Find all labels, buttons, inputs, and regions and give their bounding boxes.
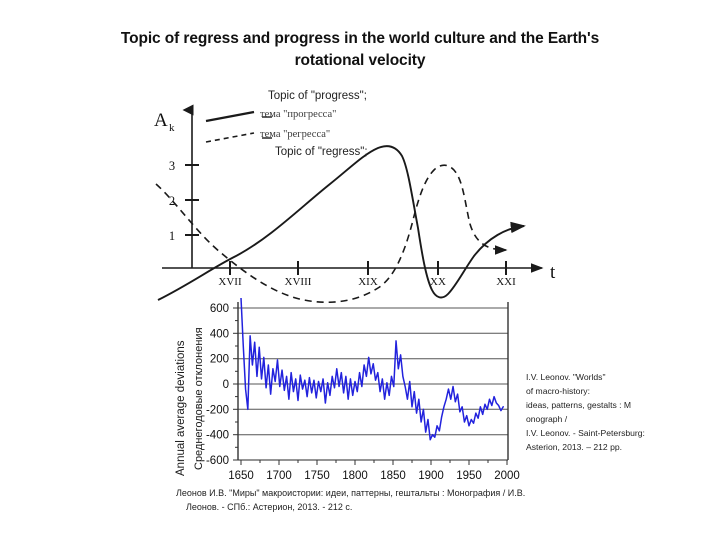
chart-x-tick-1700: 1700 xyxy=(266,470,292,482)
caption-en-line-5: I.V. Leonov. - Saint-Petersburg: xyxy=(526,427,645,438)
regress-curve xyxy=(155,164,508,303)
progress-regress-diagram: A k t 3 2 1 XVII XVIII XIX XX XXI Topic … xyxy=(150,88,570,303)
diagram-y-tick-1: 1 xyxy=(169,229,175,243)
chart-gridlines xyxy=(238,307,508,461)
legend-progress-label-ru: тема "прогресса" xyxy=(260,109,337,120)
legend-progress-label-en: Topic of "progress"; xyxy=(268,90,367,102)
chart-y-ticks xyxy=(233,307,238,461)
legend-sample-regress xyxy=(205,132,272,143)
chart-y-tick-400: 400 xyxy=(210,328,229,340)
diagram-y-axis-label: A xyxy=(154,110,168,131)
diagram-y-tick-3: 3 xyxy=(169,159,175,173)
caption-en-line-6: Asterion, 2013. – 212 pp. xyxy=(526,441,623,452)
progress-curve xyxy=(157,145,526,301)
diagram-y-axis-label-sub: k xyxy=(169,122,175,134)
caption-en-line-4: onograph / xyxy=(526,413,568,424)
chart-y-axis-label-ru: Среднегодовые отклонения xyxy=(193,327,205,470)
legend-regress-label-ru: тема "регресса" xyxy=(260,129,331,140)
chart-axes xyxy=(237,302,509,460)
legend-regress-label-en: Topic of "regress"; xyxy=(275,146,368,158)
chart-x-ticks xyxy=(240,460,508,465)
chart-y-tick-m200: -200 xyxy=(206,404,229,416)
chart-x-tick-2000: 2000 xyxy=(494,470,520,482)
chart-x-tick-1950: 1950 xyxy=(456,470,482,482)
chart-svg: 600 400 200 0 -200 -400 -600 1650 1700 1… xyxy=(206,298,520,482)
chart-x-tick-1850: 1850 xyxy=(380,470,406,482)
diagram-x-axis xyxy=(162,261,544,275)
caption-ru-line-1: Леонов И.В. "Миры" макроистории: идеи, п… xyxy=(176,488,526,498)
legend-sample-progress xyxy=(205,110,272,123)
diagram-x-tick-xviii: XVIII xyxy=(285,276,312,288)
caption-ru-line-2: Леонов. - СПб.: Астерион, 2013. - 212 с. xyxy=(186,501,353,512)
diagram-x-tick-xvii: XVII xyxy=(218,276,242,288)
caption-russian: Леонов И.В. "Миры" макроистории: идеи, п… xyxy=(176,487,606,515)
diagram-x-axis-label: t xyxy=(550,262,556,283)
chart-x-tick-1650: 1650 xyxy=(228,470,254,482)
chart-x-tick-1750: 1750 xyxy=(304,470,330,482)
page-title: Topic of regress and progress in the wor… xyxy=(120,30,600,70)
chart-y-axis-label-en: Annual average deviations xyxy=(175,340,187,476)
caption-en-line-1: I.V. Leonov. "Worlds" xyxy=(526,372,606,382)
diagram-x-tick-xx: XX xyxy=(430,276,446,288)
chart-x-tick-1900: 1900 xyxy=(418,470,444,482)
chart-y-tick-600: 600 xyxy=(210,303,229,315)
chart-y-tick-200: 200 xyxy=(210,354,229,366)
chart-x-tick-1800: 1800 xyxy=(342,470,368,482)
rotational-velocity-chart: Annual average deviations Среднегодовые … xyxy=(163,298,523,498)
diagram-svg: A k t 3 2 1 XVII XVIII XIX XX XXI xyxy=(154,104,556,303)
diagram-y-axis xyxy=(182,104,199,268)
diagram-x-tick-xix: XIX xyxy=(358,276,378,288)
chart-y-tick-m400: -400 xyxy=(206,430,229,442)
caption-en-line-3: ideas, patterns, gestalts : M xyxy=(526,399,632,410)
deviation-series-line xyxy=(240,298,504,441)
chart-y-tick-0: 0 xyxy=(223,379,229,391)
diagram-x-tick-xxi: XXI xyxy=(496,276,516,288)
chart-y-tick-m600: -600 xyxy=(206,455,229,467)
caption-en-line-2: of macro-history: xyxy=(526,385,590,396)
diagram-y-tick-2: 2 xyxy=(169,194,175,208)
caption-english: I.V. Leonov. "Worlds" of macro-history: … xyxy=(526,371,712,455)
